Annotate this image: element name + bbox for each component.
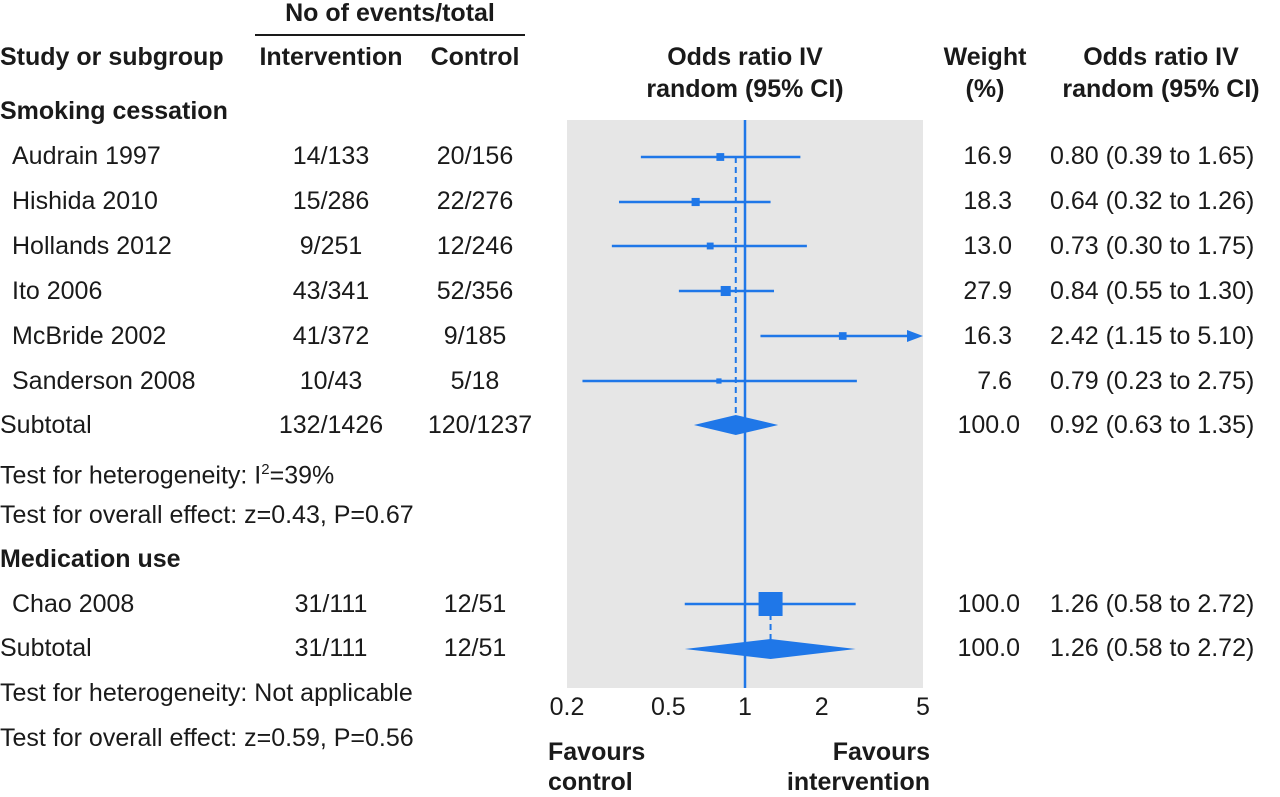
study-column-header: Study or subgroup: [0, 43, 224, 71]
intervention-events: 15/286: [292, 187, 370, 215]
intervention-events: 10/43: [299, 367, 363, 395]
events-group-header: No of events/total: [285, 0, 495, 27]
x-axis-tick-label: 5: [916, 693, 930, 721]
study-weight: 13.0: [963, 232, 1012, 260]
control-events: 5/18: [450, 367, 500, 395]
study-weight: 16.3: [963, 322, 1012, 350]
control-events: 22/276: [436, 187, 514, 215]
control-events: 52/356: [436, 277, 514, 305]
events-header-rule: [255, 34, 525, 36]
study-weight: 27.9: [963, 277, 1012, 305]
study-weight: 100.0: [957, 590, 1020, 618]
intervention-events: 41/372: [292, 322, 370, 350]
study-name: McBride 2002: [12, 322, 167, 350]
study-estimate-square: [838, 332, 847, 340]
subgroup-title-medication-use: Medication use: [0, 545, 181, 573]
or-column-header-line1: Odds ratio IV: [1083, 43, 1239, 71]
intervention-events: 31/111: [294, 590, 368, 618]
plot-column-header-line2: random (95% CI): [646, 75, 844, 103]
study-name: Hishida 2010: [12, 187, 158, 215]
x-axis-tick-label: 0.2: [550, 693, 585, 721]
subtotal-label: Subtotal: [0, 634, 92, 662]
study-weight: 16.9: [963, 142, 1012, 170]
intervention-events: 14/133: [292, 142, 370, 170]
study-or-text: 0.84 (0.55 to 1.30): [1050, 277, 1255, 305]
study-name: Sanderson 2008: [12, 367, 196, 395]
subtotal-control: 12/51: [443, 634, 507, 662]
or-column-header-line2: random (95% CI): [1062, 75, 1260, 103]
favours-intervention-line1: Favours: [832, 738, 930, 766]
favours-intervention-line2: intervention: [786, 768, 930, 796]
subtotal-weight: 100.0: [957, 411, 1020, 439]
study-estimate-square: [716, 378, 722, 384]
study-or-text: 1.26 (0.58 to 2.72): [1050, 590, 1255, 618]
x-axis-tick-label: 0.5: [651, 693, 686, 721]
subtotal-diamond: [693, 415, 779, 435]
weight-column-header-line2: (%): [965, 75, 1005, 103]
study-estimate-square: [716, 153, 725, 161]
x-axis-tick-label: 1: [738, 693, 752, 721]
overall-effect-test: Test for overall effect: z=0.59, P=0.56: [0, 724, 414, 752]
heterogeneity-test: Test for heterogeneity: Not applicable: [0, 679, 413, 707]
x-axis-tick-label: 2: [815, 693, 829, 721]
favours-control-line2: control: [548, 768, 633, 796]
control-events: 12/246: [436, 232, 514, 260]
study-estimate-square: [758, 592, 783, 616]
study-name: Ito 2006: [12, 277, 103, 305]
plot-column-header-line1: Odds ratio IV: [667, 43, 823, 71]
subtotal-intervention: 31/111: [294, 634, 368, 662]
study-or-text: 0.80 (0.39 to 1.65): [1050, 142, 1255, 170]
study-estimate-square: [691, 197, 700, 207]
study-or-text: 0.64 (0.32 to 1.26): [1050, 187, 1255, 215]
subtotal-or-text: 0.92 (0.63 to 1.35): [1050, 411, 1255, 439]
study-name: Chao 2008: [12, 590, 135, 618]
subtotal-or-text: 1.26 (0.58 to 2.72): [1050, 634, 1255, 662]
subtotal-control: 120/1237: [427, 411, 533, 439]
study-estimate-square: [706, 242, 714, 250]
intervention-column-header: Intervention: [259, 43, 403, 71]
control-events: 12/51: [443, 590, 507, 618]
study-name: Hollands 2012: [12, 232, 172, 260]
study-estimate-square: [720, 285, 731, 297]
study-name: Audrain 1997: [12, 142, 161, 170]
heterogeneity-prefix: Test for heterogeneity: I: [0, 461, 262, 490]
subtotal-label: Subtotal: [0, 411, 92, 439]
heterogeneity-test: Test for heterogeneity: I2=39%: [0, 455, 334, 490]
intervention-events: 9/251: [299, 232, 363, 260]
favours-control-line1: Favours: [548, 738, 646, 766]
study-weight: 18.3: [963, 187, 1012, 215]
weight-column-header-line1: Weight: [943, 43, 1027, 71]
study-or-text: 0.79 (0.23 to 2.75): [1050, 367, 1255, 395]
study-weight: 7.6: [977, 367, 1012, 395]
heterogeneity-superscript: 2: [261, 461, 270, 478]
study-or-text: 2.42 (1.15 to 5.10): [1050, 322, 1255, 350]
subtotal-diamond: [684, 639, 856, 659]
control-column-header: Control: [430, 43, 520, 71]
intervention-events: 43/341: [292, 277, 370, 305]
subgroup-title-smoking-cessation: Smoking cessation: [0, 97, 228, 125]
control-events: 9/185: [443, 322, 507, 350]
ci-clipped-arrow: [907, 330, 923, 342]
control-events: 20/156: [436, 142, 514, 170]
overall-effect-test: Test for overall effect: z=0.43, P=0.67: [0, 501, 414, 529]
subtotal-intervention: 132/1426: [278, 411, 384, 439]
study-or-text: 0.73 (0.30 to 1.75): [1050, 232, 1255, 260]
subtotal-weight: 100.0: [957, 634, 1020, 662]
heterogeneity-suffix: =39%: [269, 461, 335, 490]
